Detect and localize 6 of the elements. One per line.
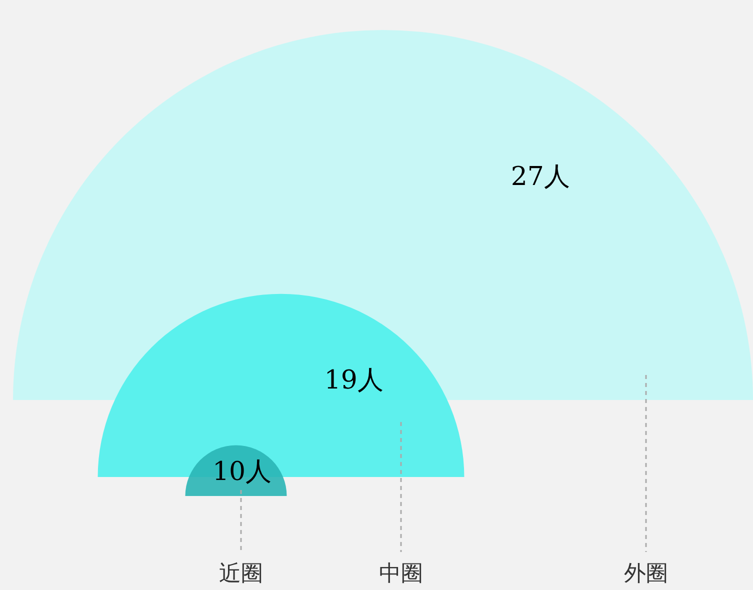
data-label: 27人 (510, 162, 570, 192)
data-label: 10人 (212, 456, 272, 487)
category-label: 外圈 (624, 562, 668, 587)
category-label: 近圈 (219, 562, 263, 587)
category-label: 中圈 (379, 562, 423, 587)
data-label: 19人 (324, 365, 384, 396)
